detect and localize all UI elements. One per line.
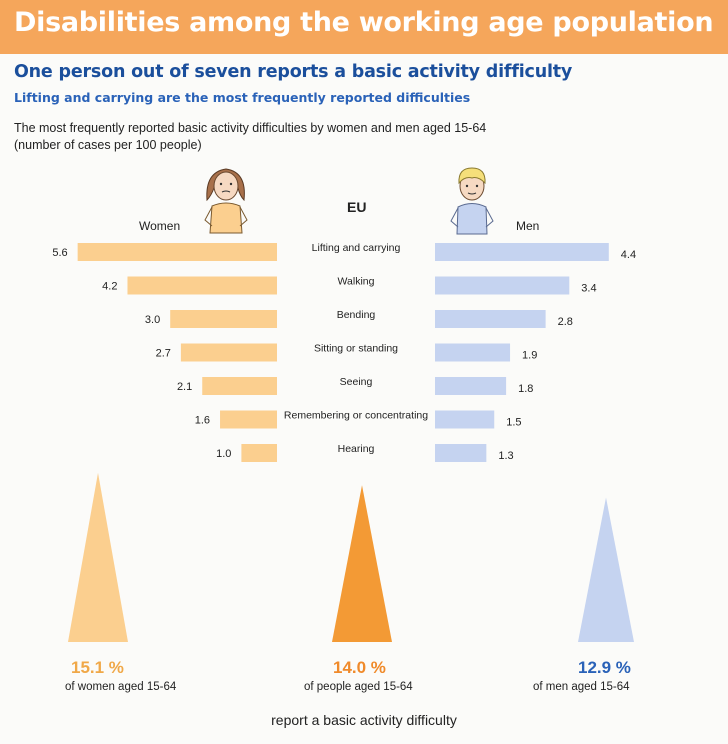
women-bar [77,243,277,261]
women-bar [127,276,277,295]
eu-total-value: 14.0 % [333,658,386,677]
men-bar [435,243,609,261]
women-value-label: 4.2 [102,281,117,293]
women-value-label: 1.0 [216,448,231,460]
man-figure-icon [450,167,494,235]
women-value-label: 5.6 [52,247,67,259]
subtitle: One person out of seven reports a basic … [14,62,573,82]
total-triangle-eu [332,485,392,642]
men-value-label: 1.3 [498,450,513,462]
men-total-caption: of men aged 15-64 [533,681,630,693]
category-label: Sitting or standing [314,343,398,355]
women-total-value: 15.1 % [71,658,124,677]
women-bar [241,444,277,462]
men-value-label: 4.4 [621,249,636,261]
men-value-label: 3.4 [581,283,596,295]
men-bar [435,276,570,295]
men-bar [435,377,507,395]
women-bar [202,377,277,395]
women-value-label: 2.1 [177,381,192,393]
page-title: Disabilities among the working age popul… [14,7,714,38]
category-label: Remembering or concentrating [284,410,428,422]
men-value-label: 1.8 [518,383,533,395]
men-bar [435,410,495,429]
category-label: Lifting and carrying [312,242,401,254]
women-bar [170,310,277,328]
chart-description: The most frequently reported basic activ… [14,121,487,135]
bars-group: 5.6 4.4 Lifting and carrying 4.2 3.4 Walking 3… [52,242,636,462]
women-total-caption: of women aged 15-64 [65,681,177,693]
eu-total-caption: of people aged 15-64 [304,681,413,693]
triangles-group [68,472,634,642]
men-value-label: 1.5 [506,417,521,429]
men-total-value: 12.9 % [578,658,631,677]
men-bar [435,343,511,362]
chart: 5.6 4.4 Lifting and carrying 4.2 3.4 Walking 3… [52,167,636,642]
subtitle-secondary: Lifting and carrying are the most freque… [14,90,471,105]
women-bar [180,343,277,362]
category-label: Bending [337,309,376,321]
woman-figure-icon [204,168,248,234]
men-value-label: 1.9 [522,350,537,362]
men-value-label: 2.8 [558,316,573,328]
category-label: Seeing [340,376,373,388]
women-value-label: 1.6 [195,415,210,427]
women-bar [220,410,277,429]
category-label: Walking [338,276,375,288]
men-label: Men [516,219,540,233]
eu-label: EU [347,199,367,215]
women-value-label: 2.7 [156,348,171,360]
chart-units: (number of cases per 100 people) [14,138,202,152]
women-label: Women [139,219,181,233]
header-banner: Disabilities among the working age popul… [0,0,728,54]
total-triangle-women [68,472,128,642]
men-bar [435,310,546,328]
footer-caption: report a basic activity difficulty [271,712,457,728]
total-triangle-men [578,497,634,642]
category-label: Hearing [338,443,375,455]
men-bar [435,444,487,462]
women-value-label: 3.0 [145,314,160,326]
